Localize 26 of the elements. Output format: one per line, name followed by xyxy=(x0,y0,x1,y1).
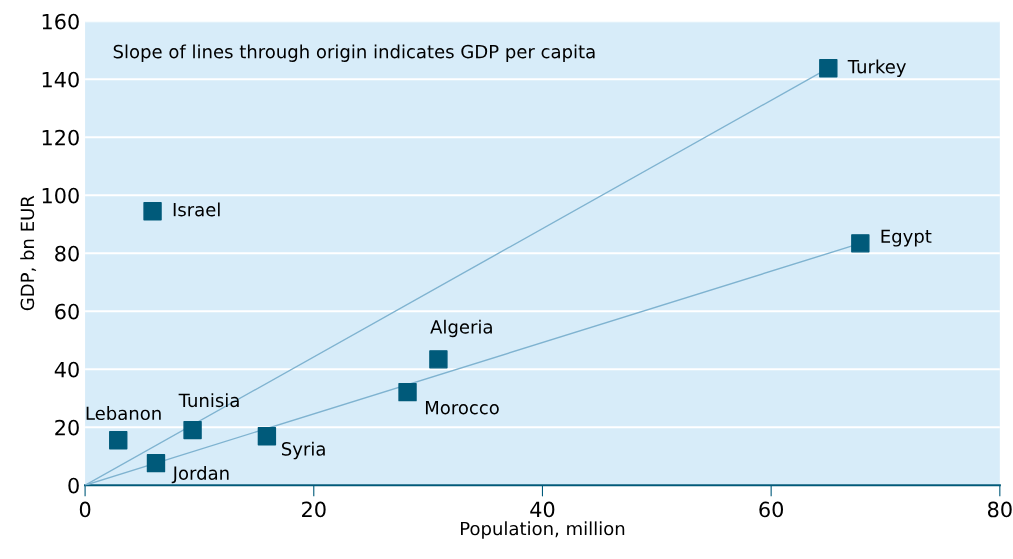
x-tick-label: 80 xyxy=(987,501,1012,518)
x-tick-label: 0 xyxy=(79,501,91,518)
y-tick-label: 160 xyxy=(42,13,79,30)
annotation: Egypt xyxy=(881,229,932,247)
x-tick-label: 60 xyxy=(759,501,784,518)
y-tick-label: 100 xyxy=(42,187,79,204)
y-tick-label: 140 xyxy=(42,71,79,88)
annotation: Slope of lines through origin indicates GDP per capita xyxy=(113,44,595,62)
annotation: Jordan xyxy=(171,465,229,484)
y-tick-label: 60 xyxy=(55,303,79,320)
y-axis-title: GDP, bn EUR xyxy=(20,195,37,311)
annotation: Syria xyxy=(281,441,325,460)
x-tick-label: 40 xyxy=(530,501,555,518)
y-tick-label: 80 xyxy=(55,245,79,262)
y-tick-label: 0 xyxy=(68,477,79,494)
annotation: Morocco xyxy=(425,401,499,415)
annotation: Turkey xyxy=(847,59,906,77)
annotation: Lebanon xyxy=(86,406,161,421)
x-tick-label: 20 xyxy=(302,501,326,518)
annotation: Tunisia xyxy=(178,393,239,408)
y-tick-label: 120 xyxy=(42,129,79,146)
y-tick-label: 20 xyxy=(55,419,79,436)
annotation: Algeria xyxy=(430,319,492,338)
x-axis-title: Population, million xyxy=(461,521,625,539)
annotation: Israel xyxy=(173,202,220,217)
y-tick-label: 40 xyxy=(54,361,79,378)
